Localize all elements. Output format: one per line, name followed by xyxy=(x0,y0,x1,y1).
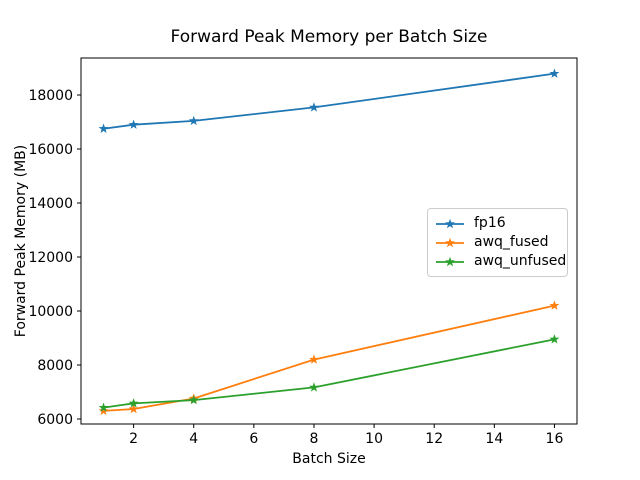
marker-awq_fused xyxy=(309,354,319,364)
marker-awq_fused xyxy=(98,405,109,416)
y-tick-label: 10000 xyxy=(28,304,73,320)
marker-fp16 xyxy=(188,115,199,126)
y-tick-label: 8000 xyxy=(37,358,73,374)
legend-entry-fp16: fp16 xyxy=(435,214,567,233)
series-line-awq_unfused xyxy=(102,338,556,409)
marker-awq_unfused xyxy=(188,394,199,405)
legend: fp16 awq_fused awq_unfused xyxy=(427,208,568,277)
marker-awq_fused xyxy=(549,300,560,310)
marker-fp16 xyxy=(98,123,109,133)
marker-awq_unfused xyxy=(98,402,109,412)
y-tick-label: 12000 xyxy=(28,250,73,266)
star-marker-icon xyxy=(445,237,455,247)
legend-entry-awq_fused: awq_fused xyxy=(435,233,567,252)
marker-fp16 xyxy=(128,119,139,129)
star-marker-icon xyxy=(445,218,455,228)
star-marker-icon xyxy=(445,256,455,266)
x-tick-label: 4 xyxy=(189,431,198,447)
marker-awq_fused xyxy=(128,403,139,414)
y-tick-label: 6000 xyxy=(37,412,73,428)
marker-fp16 xyxy=(309,102,319,112)
y-tick-label: 14000 xyxy=(28,196,73,212)
y-tick-label: 18000 xyxy=(28,88,73,104)
x-tick-label: 8 xyxy=(310,431,319,447)
legend-label: fp16 xyxy=(474,215,506,231)
x-tick-label: 10 xyxy=(365,431,383,447)
series-line-awq_fused xyxy=(102,304,556,412)
legend-line-sample xyxy=(436,256,464,266)
series-line-fp16 xyxy=(102,72,556,130)
legend-label: awq_unfused xyxy=(474,253,567,269)
marker-awq_unfused xyxy=(128,398,139,408)
x-tick-label: 6 xyxy=(249,431,258,447)
x-tick-label: 12 xyxy=(425,431,443,447)
legend-line-sample xyxy=(436,218,464,228)
y-tick-label: 16000 xyxy=(28,142,73,158)
axes-frame xyxy=(80,57,578,425)
legend-line-sample xyxy=(436,237,464,247)
marker-awq_unfused xyxy=(549,334,560,344)
x-tick-label: 16 xyxy=(546,431,564,447)
legend-label: awq_fused xyxy=(474,234,549,250)
legend-entry-awq_unfused: awq_unfused xyxy=(435,252,567,271)
marker-fp16 xyxy=(549,68,560,78)
marker-awq_unfused xyxy=(309,382,319,392)
chart-title: Forward Peak Memory per Batch Size xyxy=(170,27,488,47)
x-tick-label: 14 xyxy=(485,431,503,447)
x-axis-label: Batch Size xyxy=(292,451,366,467)
x-tick-label: 2 xyxy=(129,431,138,447)
